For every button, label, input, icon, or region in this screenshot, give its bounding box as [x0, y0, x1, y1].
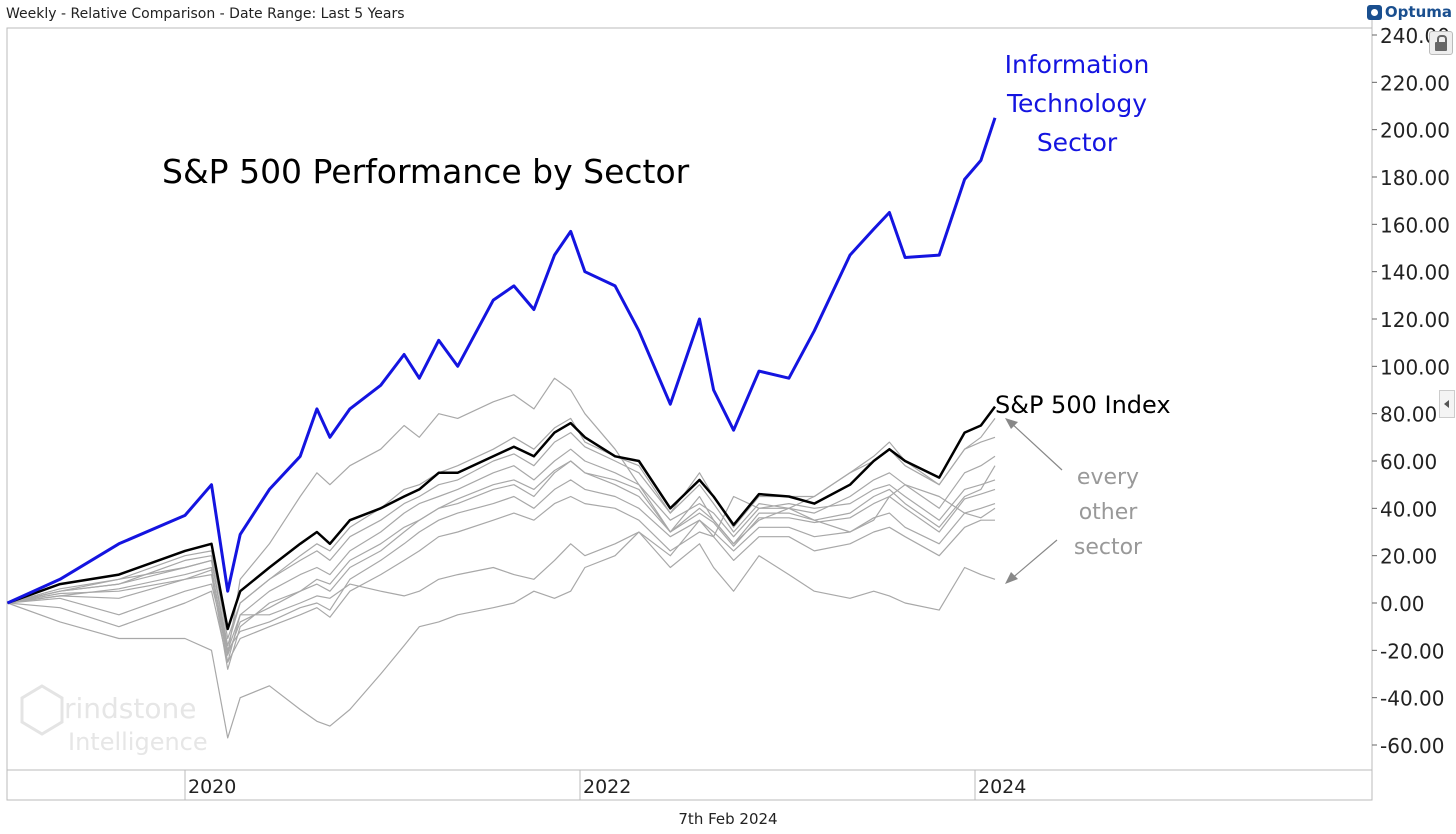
- series-line-it: [6, 117, 997, 605]
- x-tick-label: 2024: [978, 776, 1026, 798]
- other-sectors-label: other: [1079, 500, 1139, 525]
- y-tick-label: 220.00: [1380, 71, 1450, 95]
- y-tick-label: 160.00: [1380, 213, 1450, 237]
- it-sector-label: Information: [1005, 50, 1150, 79]
- y-tick-label: 100.00: [1380, 355, 1450, 379]
- chart-title: S&P 500 Performance by Sector: [162, 152, 690, 191]
- logo-text: Optuma: [1384, 3, 1452, 21]
- it-sector-label: Sector: [1037, 128, 1118, 157]
- other-sectors-label: every: [1077, 465, 1139, 490]
- y-tick-label: 40.00: [1380, 497, 1437, 521]
- lock-shackle: [1437, 35, 1447, 43]
- y-tick-label: 80.00: [1380, 403, 1437, 427]
- sp500-label: S&P 500 Index: [995, 391, 1171, 419]
- x-tick-label: 2022: [583, 776, 631, 798]
- chart-header: Weekly - Relative Comparison - Date Rang…: [6, 6, 405, 22]
- y-tick-label: 0.00: [1380, 592, 1425, 616]
- series-line-sector-4: [7, 377, 996, 656]
- lock-body: [1435, 42, 1447, 51]
- other-sectors-label: sector: [1074, 535, 1143, 560]
- optuma-logo-icon: [1366, 4, 1382, 20]
- y-tick-label: 140.00: [1380, 261, 1450, 285]
- arrow-down-line: [1009, 539, 1058, 581]
- y-tick-label: -20.00: [1380, 639, 1444, 663]
- y-tick-label: 60.00: [1380, 450, 1437, 474]
- optuma-logo: Optuma: [1366, 3, 1452, 21]
- watermark-logo-icon: [20, 684, 64, 736]
- arrow-down-icon: [1005, 572, 1018, 584]
- x-tick-label: 2020: [188, 776, 236, 798]
- series-line-sector-5: [7, 432, 996, 640]
- y-tick-label: 20.00: [1380, 545, 1437, 569]
- arrow-up-icon: [1005, 418, 1018, 429]
- footer-date: 7th Feb 2024: [678, 810, 778, 828]
- series-line-sector-9: [7, 495, 995, 663]
- y-tick-label: -40.00: [1380, 687, 1444, 711]
- arrow-up-line: [1009, 421, 1063, 471]
- collapse-panel-button[interactable]: [1439, 390, 1455, 418]
- series-line-sector-2: [7, 484, 996, 739]
- y-tick-label: 120.00: [1380, 308, 1450, 332]
- series-line-sector-3: [7, 531, 996, 651]
- chevron-left-icon: [1444, 400, 1449, 408]
- series-line-sector-6: [7, 448, 996, 663]
- series-line-sp: [7, 405, 997, 631]
- y-tick-label: 180.00: [1380, 166, 1450, 190]
- lock-icon[interactable]: [1429, 31, 1453, 55]
- watermark-text: Intelligence: [68, 728, 208, 756]
- series-line-sector-11: [7, 460, 996, 656]
- series-line-sector-10: [7, 417, 996, 647]
- y-tick-label: 200.00: [1380, 119, 1450, 143]
- it-sector-label: Technology: [1006, 89, 1147, 118]
- y-tick-label: -60.00: [1380, 734, 1444, 758]
- series-line-sector-8: [7, 479, 996, 651]
- watermark-text: rindstone: [64, 692, 196, 725]
